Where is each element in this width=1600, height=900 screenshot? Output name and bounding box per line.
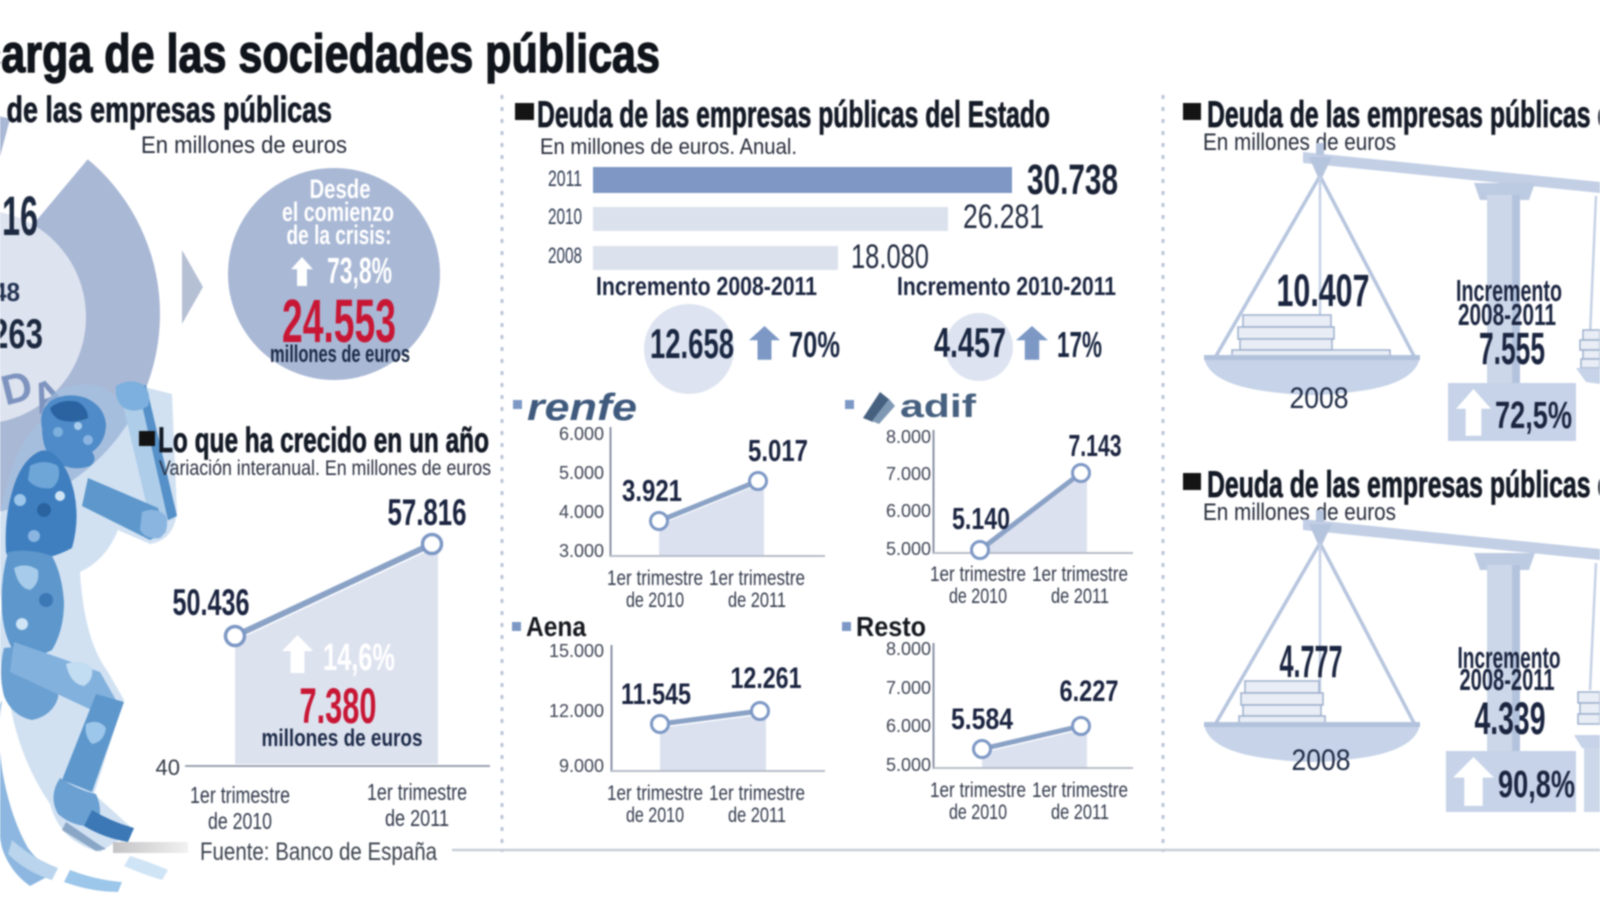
svg-text:de 2010: de 2010 [626, 589, 684, 612]
svg-text:70%: 70% [789, 324, 840, 365]
svg-text:1er trimestre: 1er trimestre [1032, 779, 1128, 802]
svg-text:9.000: 9.000 [559, 756, 604, 776]
svg-text:18.080: 18.080 [851, 238, 929, 276]
svg-text:de 2010: de 2010 [208, 808, 272, 834]
svg-text:6.000: 6.000 [886, 716, 931, 736]
svg-text:2010: 2010 [548, 204, 582, 229]
svg-text:7.380: 7.380 [300, 678, 377, 734]
svg-text:90,8%: 90,8% [1498, 764, 1575, 806]
svg-text:de 2011: de 2011 [1051, 585, 1109, 608]
svg-text:6.000: 6.000 [559, 424, 604, 444]
svg-text:Incremento 2008-2011: Incremento 2008-2011 [596, 271, 817, 301]
svg-text:de 2011: de 2011 [728, 804, 786, 827]
svg-text:de la crisis:: de la crisis: [287, 220, 392, 250]
svg-text:24.553: 24.553 [282, 287, 396, 355]
svg-text:1er trimestre: 1er trimestre [367, 779, 467, 805]
svg-text:2008: 2008 [1292, 744, 1351, 777]
svg-text:4.457: 4.457 [934, 319, 1006, 366]
svg-text:Desde: Desde [310, 174, 371, 204]
svg-text:73,8%: 73,8% [327, 250, 392, 291]
svg-text:5.000: 5.000 [886, 539, 931, 559]
svg-text:17%: 17% [1057, 324, 1102, 365]
svg-text:50.436: 50.436 [173, 582, 250, 623]
svg-text:Fuente: Banco de España: Fuente: Banco de España [200, 838, 437, 866]
svg-text:2008: 2008 [548, 243, 582, 268]
svg-text:7.000: 7.000 [886, 464, 931, 484]
svg-text:2008: 2008 [1290, 382, 1349, 415]
svg-text:2011: 2011 [548, 166, 582, 191]
svg-text:de 2010: de 2010 [949, 801, 1007, 824]
svg-text:de 2010: de 2010 [949, 585, 1007, 608]
svg-text:11.545: 11.545 [621, 678, 691, 711]
svg-text:2008-2011: 2008-2011 [1458, 297, 1556, 332]
svg-text:14,6%: 14,6% [323, 637, 395, 679]
svg-text:12.658: 12.658 [650, 320, 734, 367]
svg-text:3.921: 3.921 [622, 473, 682, 508]
svg-text:5.140: 5.140 [952, 501, 1010, 536]
svg-text:Incremento: Incremento [1458, 640, 1561, 675]
svg-text:263: 263 [0, 310, 43, 357]
svg-text:5.584: 5.584 [951, 703, 1013, 736]
svg-text:Variación interanual. En mil: Variación interanual. En millones de eur… [159, 457, 491, 480]
svg-text:30.738: 30.738 [1027, 156, 1118, 204]
svg-text:el comienzo: el comienzo [282, 197, 394, 227]
svg-text:1er trimestre: 1er trimestre [190, 782, 290, 808]
svg-text:1er trimestre: 1er trimestre [930, 563, 1026, 586]
svg-text:Deuda de las empresas públicas: Deuda de las empresas públicas del Estad… [537, 94, 1050, 135]
svg-text:Deuda de las empresas públicas: Deuda de las empresas públicas [0, 89, 332, 130]
svg-text:1er trimestre: 1er trimestre [930, 779, 1026, 802]
svg-text:En millones de euros: En millones de euros [1203, 499, 1396, 526]
svg-text:40: 40 [156, 755, 180, 780]
svg-text:de 2011: de 2011 [728, 589, 786, 612]
svg-text:renfe: renfe [527, 387, 637, 429]
svg-text:57.816: 57.816 [388, 492, 467, 533]
svg-text:6.227: 6.227 [1060, 675, 1119, 708]
svg-text:1er trimestre: 1er trimestre [607, 782, 703, 805]
svg-text:Incremento: Incremento [1456, 273, 1562, 308]
svg-text:48: 48 [0, 277, 20, 307]
svg-text:6.000: 6.000 [886, 501, 931, 521]
svg-text:Aena: Aena [526, 611, 586, 642]
svg-text:5.017: 5.017 [748, 433, 808, 468]
svg-text:5.000: 5.000 [559, 463, 604, 483]
svg-text:10.407: 10.407 [1277, 265, 1370, 316]
svg-text:26.281: 26.281 [963, 198, 1044, 236]
svg-text:1er trimestre: 1er trimestre [709, 567, 805, 590]
svg-text:millones de euros: millones de euros [270, 341, 410, 368]
svg-text:de 2011: de 2011 [1051, 801, 1109, 824]
svg-text:1er trimestre: 1er trimestre [709, 782, 805, 805]
svg-text:3.000: 3.000 [559, 541, 604, 561]
svg-text:adif: adif [900, 388, 976, 424]
svg-text:7.555: 7.555 [1479, 323, 1545, 374]
svg-text:de 2011: de 2011 [385, 805, 449, 831]
svg-text:16: 16 [2, 184, 38, 247]
svg-text:12.261: 12.261 [731, 662, 802, 695]
svg-text:12.000: 12.000 [549, 701, 604, 721]
svg-text:Lo que ha crecido en un año: Lo que ha crecido en un año [158, 421, 489, 460]
svg-text:En millones de euros: En millones de euros [141, 132, 347, 159]
svg-text:de 2010: de 2010 [626, 804, 684, 827]
svg-text:15.000: 15.000 [549, 641, 604, 661]
svg-text:4.000: 4.000 [559, 502, 604, 522]
svg-text:4.339: 4.339 [1475, 693, 1546, 744]
svg-text:Deuda de las empresas públicas: Deuda de las empresas públicas de la [1207, 94, 1600, 135]
svg-text:4.777: 4.777 [1280, 636, 1343, 687]
svg-text:7.000: 7.000 [886, 678, 931, 698]
svg-text:millones de euros: millones de euros [262, 725, 423, 752]
svg-text:72,5%: 72,5% [1495, 395, 1572, 437]
svg-text:Resto: Resto [856, 611, 926, 642]
svg-text:2008-2011: 2008-2011 [1460, 662, 1555, 697]
svg-text:Incremento 2010-2011: Incremento 2010-2011 [897, 271, 1116, 301]
svg-text:1er trimestre: 1er trimestre [607, 567, 703, 590]
svg-text:8.000: 8.000 [886, 639, 931, 659]
svg-text:La carga de las sociedades púb: La carga de las sociedades públicas [0, 24, 660, 84]
svg-text:Deuda de las empresas públicas: Deuda de las empresas públicas de la [1207, 464, 1600, 505]
svg-text:8.000: 8.000 [886, 427, 931, 447]
svg-text:5.000: 5.000 [886, 755, 931, 775]
svg-text:7.143: 7.143 [1069, 428, 1122, 463]
svg-text:En millones de euros. Anual.: En millones de euros. Anual. [540, 134, 797, 159]
svg-text:1er trimestre: 1er trimestre [1032, 563, 1128, 586]
svg-text:En millones de euros: En millones de euros [1203, 129, 1396, 156]
